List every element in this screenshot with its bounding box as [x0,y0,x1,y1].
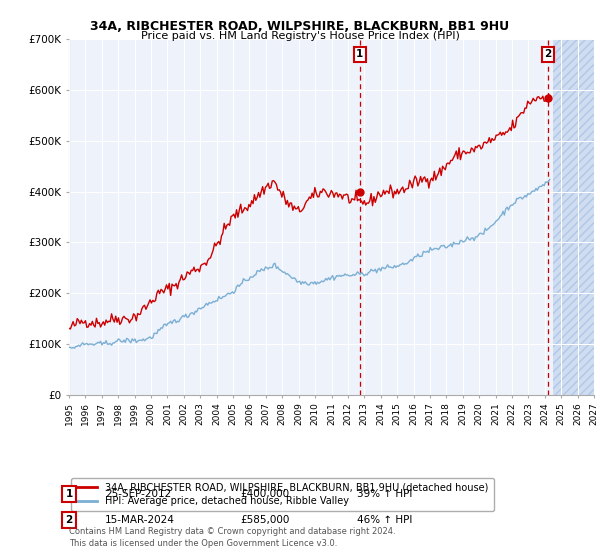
Bar [553,39,594,395]
Text: 1: 1 [65,489,73,499]
Text: Contains HM Land Registry data © Crown copyright and database right 2024.
This d: Contains HM Land Registry data © Crown c… [69,527,395,548]
Text: 2: 2 [545,49,552,59]
Text: 39% ↑ HPI: 39% ↑ HPI [357,489,412,499]
Text: £585,000: £585,000 [240,515,289,525]
Text: £400,000: £400,000 [240,489,289,499]
Bar [553,39,594,395]
Text: 34A, RIBCHESTER ROAD, WILPSHIRE, BLACKBURN, BB1 9HU: 34A, RIBCHESTER ROAD, WILPSHIRE, BLACKBU… [91,20,509,32]
Text: 15-MAR-2024: 15-MAR-2024 [105,515,175,525]
Text: 1: 1 [356,49,364,59]
Text: 46% ↑ HPI: 46% ↑ HPI [357,515,412,525]
Text: 25-SEP-2012: 25-SEP-2012 [105,489,171,499]
Text: 2: 2 [65,515,73,525]
Text: Price paid vs. HM Land Registry's House Price Index (HPI): Price paid vs. HM Land Registry's House … [140,31,460,41]
Legend: 34A, RIBCHESTER ROAD, WILPSHIRE, BLACKBURN, BB1 9HU (detached house), HPI: Avera: 34A, RIBCHESTER ROAD, WILPSHIRE, BLACKBU… [71,478,493,511]
